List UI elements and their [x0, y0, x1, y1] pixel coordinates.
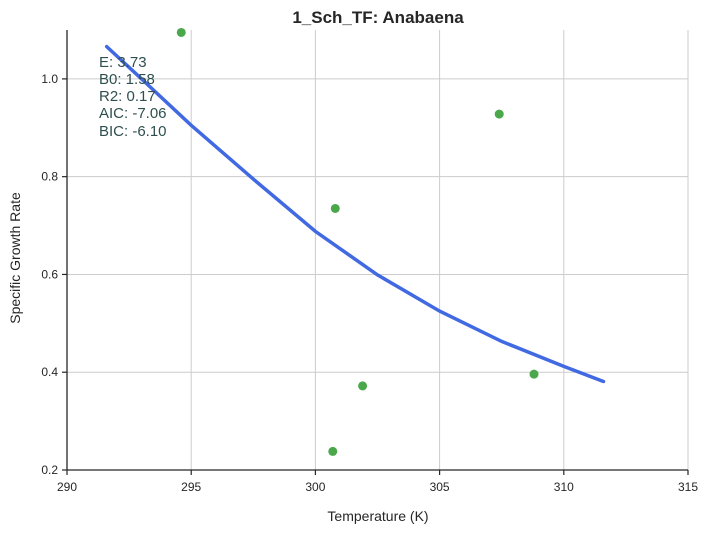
x-tick-label: 290 [57, 480, 77, 494]
stat-bic: BIC: -6.10 [99, 123, 167, 140]
tick-layer: 290 295 300 305 310 315 0.2 0.4 0.6 0.8 1.0 [41, 72, 698, 494]
y-tick-label: 0.8 [41, 170, 58, 184]
grid-lines [66, 30, 689, 471]
y-tick-label: 0.6 [41, 267, 58, 281]
stat-b0: B0: 1.58 [99, 71, 155, 88]
x-tick-label: 300 [305, 480, 325, 494]
data-point [328, 446, 338, 456]
stat-aic: AIC: -7.06 [99, 105, 167, 122]
y-tick-label: 0.2 [41, 463, 58, 477]
axes [66, 30, 688, 471]
data-point [529, 369, 539, 379]
data-point [330, 203, 340, 213]
x-tick-label: 295 [181, 480, 201, 494]
y-tick-label: 0.4 [41, 365, 58, 379]
stat-r2: R2: 0.17 [99, 88, 156, 105]
y-tick-label: 1.0 [41, 72, 58, 86]
x-tick-label: 305 [430, 480, 450, 494]
series-layer [104, 27, 606, 456]
y-axis-label: Specific Growth Rate [7, 192, 23, 324]
data-point [176, 27, 186, 37]
fit-statistics: E: 3.73 B0: 1.58 R2: 0.17 AIC: -7.06 BIC… [99, 54, 167, 140]
x-tick-label: 315 [678, 480, 698, 494]
stat-e: E: 3.73 [99, 54, 147, 71]
x-axis-label: Temperature (K) [327, 508, 428, 524]
x-tick-label: 310 [554, 480, 574, 494]
data-point [494, 109, 504, 119]
data-point [358, 381, 368, 391]
chart-title: 1_Sch_TF: Anabaena [292, 8, 464, 27]
fit-curve [104, 44, 606, 384]
